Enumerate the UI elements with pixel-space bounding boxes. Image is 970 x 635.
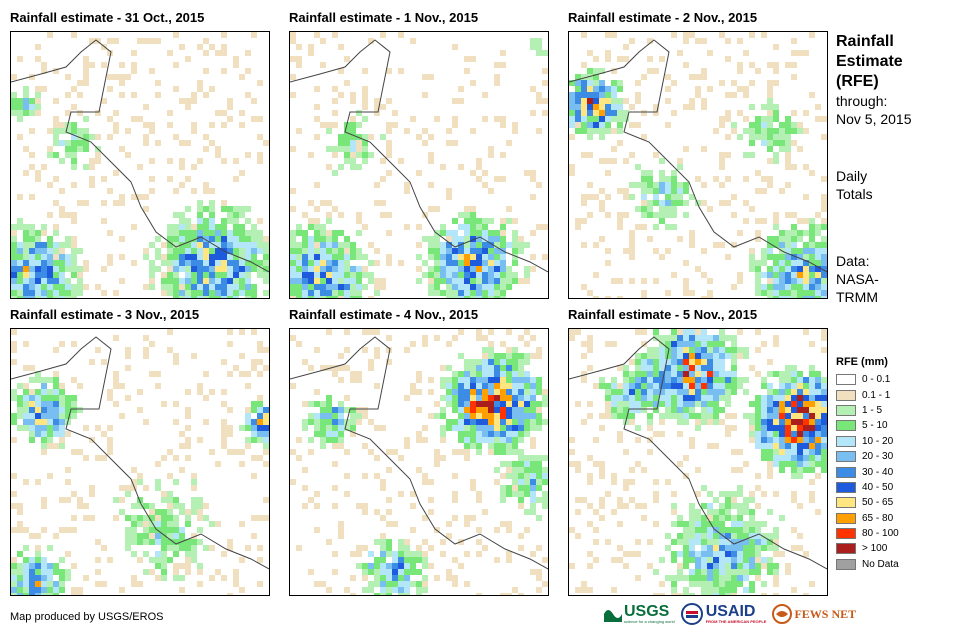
- legend-label: 1 - 5: [862, 404, 883, 416]
- legend-label: 0.1 - 1: [862, 389, 891, 401]
- legend-label: 0 - 0.1: [862, 374, 891, 386]
- usgs-tagline: science for a changing world: [624, 619, 675, 624]
- legend-item: 0 - 0.1: [836, 372, 899, 387]
- legend-item: 10 - 20: [836, 434, 899, 449]
- legend-label: 30 - 40: [862, 466, 894, 478]
- rainfall-map-nov-2: [568, 31, 828, 299]
- legend-item: 40 - 50: [836, 480, 899, 495]
- map-credit: Map produced by USGS/EROS: [10, 611, 164, 623]
- coastline-outline: [290, 336, 548, 570]
- legend-label: 65 - 80: [862, 512, 894, 524]
- legend-item: 1 - 5: [836, 403, 899, 418]
- legend-swatch: [836, 420, 856, 432]
- panel-title-5: Rainfall estimate - 4 Nov., 2015: [289, 307, 479, 322]
- data-source: Data: NASA- TRMM: [836, 252, 879, 306]
- legend-item: 65 - 80: [836, 511, 899, 526]
- coastline-outline: [11, 39, 269, 273]
- legend-swatch: [836, 374, 856, 386]
- side-title-line: (RFE): [836, 73, 879, 90]
- fewsnet-text: FEWS NET: [794, 606, 857, 621]
- legend-swatch: [836, 543, 856, 555]
- side-title-line: Estimate: [836, 53, 903, 70]
- data-line: NASA-: [836, 271, 879, 287]
- fewsnet-logo: FEWS NET: [772, 604, 856, 624]
- legend-label: 20 - 30: [862, 451, 894, 463]
- legend-swatch: [836, 466, 856, 478]
- side-title-line: Rainfall: [836, 33, 894, 50]
- panel-title-1: Rainfall estimate - 31 Oct., 2015: [10, 10, 205, 25]
- panel-title-2: Rainfall estimate - 1 Nov., 2015: [289, 10, 479, 25]
- legend-swatch: [836, 497, 856, 509]
- legend-item: > 100: [836, 541, 899, 556]
- legend-item: 30 - 40: [836, 464, 899, 479]
- panel-title-4: Rainfall estimate - 3 Nov., 2015: [10, 307, 200, 322]
- coastline-outline: [290, 39, 548, 273]
- rainfall-map-nov-1: [289, 31, 549, 299]
- usgs-mark-icon: [604, 610, 622, 622]
- legend-item: 0.1 - 1: [836, 387, 899, 402]
- legend-label: 40 - 50: [862, 481, 894, 493]
- map-canvas: [290, 329, 548, 595]
- daily-totals: Daily Totals: [836, 167, 873, 203]
- coastline-outline: [569, 39, 827, 273]
- legend-label: 5 - 10: [862, 420, 888, 432]
- legend-swatch: [836, 389, 856, 401]
- legend-swatch: [836, 528, 856, 540]
- map-canvas: [11, 329, 269, 595]
- legend-item: 50 - 65: [836, 495, 899, 510]
- rainfall-map-nov-3: [10, 328, 270, 596]
- daily-line: Daily: [836, 168, 868, 184]
- usgs-text: USGS: [624, 603, 670, 620]
- panel-title-6: Rainfall estimate - 5 Nov., 2015: [568, 307, 758, 322]
- legend-label: > 100: [862, 543, 888, 555]
- legend-rows: 0 - 0.1 0.1 - 1 1 - 5 5 - 10 10 - 20 20 - 30 3…: [836, 372, 899, 572]
- map-canvas: [11, 32, 269, 298]
- legend-label: No Data: [862, 558, 899, 570]
- usaid-tagline: FROM THE AMERICAN PEOPLE: [705, 619, 767, 624]
- legend-swatch: [836, 512, 856, 524]
- side-info: Rainfall Estimate (RFE) through: Nov 5, …: [836, 32, 912, 128]
- legend-label: 10 - 20: [862, 435, 894, 447]
- data-line: Data:: [836, 253, 870, 269]
- daily-line: Totals: [836, 186, 873, 202]
- rainfall-map-nov-5: [568, 328, 828, 596]
- legend-item: 80 - 100: [836, 526, 899, 541]
- coastline-outline: [11, 336, 269, 570]
- legend-swatch: [836, 451, 856, 463]
- usaid-seal-icon: [680, 603, 703, 625]
- legend-item: 5 - 10: [836, 418, 899, 433]
- map-canvas: [569, 32, 827, 298]
- legend-item: No Data: [836, 557, 899, 572]
- legend-swatch: [836, 558, 856, 570]
- panel-title-3: Rainfall estimate - 2 Nov., 2015: [568, 10, 758, 25]
- legend-label: 80 - 100: [862, 528, 899, 540]
- map-canvas: [290, 32, 548, 298]
- fewsnet-globe-icon: [772, 604, 793, 624]
- logos: USGS science for a changing world USAID …: [604, 603, 862, 625]
- through-label: through:: [836, 93, 888, 109]
- usaid-logo: USAID FROM THE AMERICAN PEOPLE: [680, 603, 767, 625]
- legend-swatch: [836, 435, 856, 447]
- legend: RFE (mm) 0 - 0.1 0.1 - 1 1 - 5 5 - 10 10 - 2…: [836, 356, 899, 572]
- data-line: TRMM: [836, 289, 878, 305]
- legend-label: 50 - 65: [862, 497, 894, 509]
- map-canvas: [569, 329, 827, 595]
- rainfall-map-nov-4: [289, 328, 549, 596]
- legend-title: RFE (mm): [836, 356, 888, 368]
- through-date: Nov 5, 2015: [836, 111, 912, 127]
- usgs-logo: USGS science for a changing world: [604, 604, 675, 624]
- legend-swatch: [836, 481, 856, 493]
- legend-swatch: [836, 404, 856, 416]
- usaid-text: USAID: [705, 603, 756, 620]
- rainfall-map-oct-31: [10, 31, 270, 299]
- legend-item: 20 - 30: [836, 449, 899, 464]
- coastline-outline: [569, 336, 827, 570]
